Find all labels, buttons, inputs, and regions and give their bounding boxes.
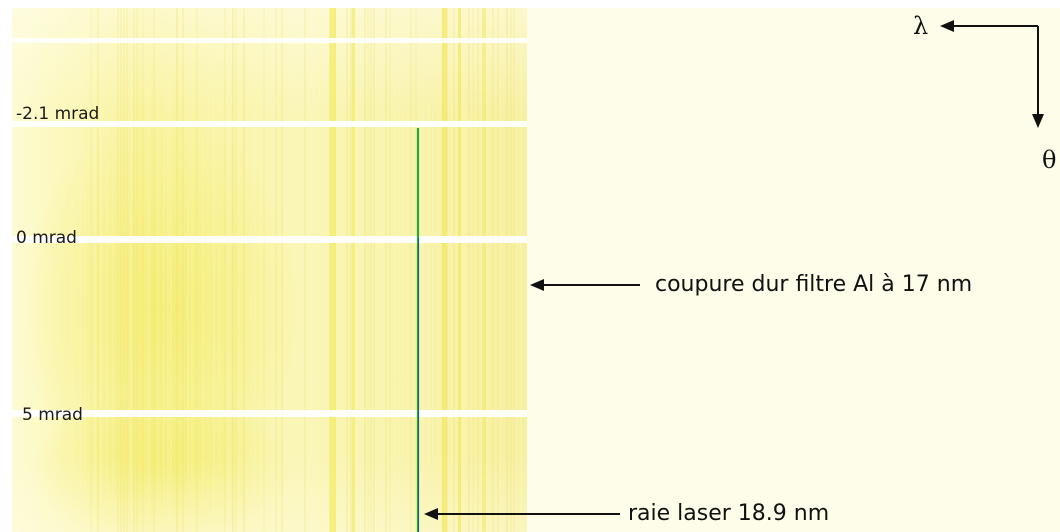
spectrum-image [12, 8, 1060, 532]
band [482, 8, 486, 532]
angle-marker-label: 5 mrad [22, 405, 83, 425]
angle-marker-label: 0 mrad [16, 228, 77, 248]
laser-line-label: raie laser 18.9 nm [628, 501, 830, 526]
marker-gap [12, 410, 527, 417]
axes-arrows [940, 20, 1044, 128]
angle-symbol: θ [1042, 146, 1057, 174]
marker-gap [12, 121, 527, 127]
arrow-laser-line [424, 508, 620, 520]
band [352, 8, 355, 532]
marker-gap [12, 38, 527, 43]
band [330, 8, 336, 532]
band [458, 8, 461, 532]
angle-marker-label: -2.1 mrad [16, 104, 100, 124]
wavelength-symbol: λ [913, 12, 929, 40]
spectrum-edge-fade [12, 8, 527, 532]
marker-gap [12, 236, 527, 243]
arrow-filter-cutoff [530, 279, 640, 291]
filter-cutoff-label: coupure dur filtre Al à 17 nm [655, 272, 973, 297]
band [442, 8, 447, 532]
